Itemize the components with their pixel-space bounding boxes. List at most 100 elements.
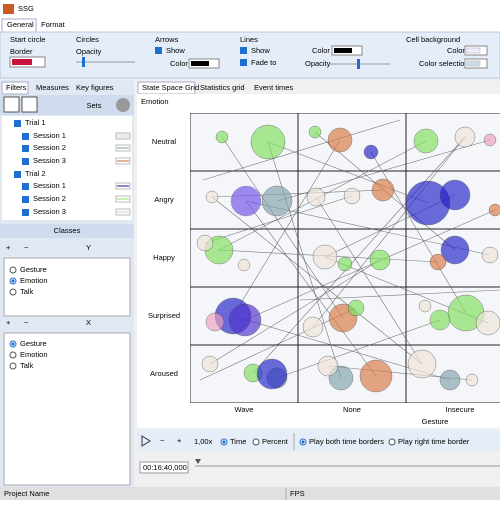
state-space-grid-part-part-part [204,195,353,244]
label[interactable]: Session 2 [33,143,66,152]
label: Start circle [10,35,45,44]
label[interactable]: Event times [254,83,293,92]
tree-item-part[interactable] [22,183,29,190]
radio-option-part[interactable] [388,438,396,446]
tree-item-part[interactable] [14,171,21,178]
label: Aroused [150,369,178,378]
panel-tab[interactable]: Filters Measures Key figures [1,81,114,95]
settings-button[interactable] [116,98,130,112]
player-toolbar: − + 1,00x Time Percent Play both time bo… [137,430,500,452]
state-space-grid-part-part-part [369,249,391,271]
remove-button[interactable]: − [24,318,29,327]
tree-item[interactable]: Trial 1 Session 1 Session 2 Session 3 Tr… [14,118,131,216]
left-panel-part [3,257,131,317]
label[interactable]: Gesture [20,265,47,274]
remove-button[interactable]: − [24,243,29,252]
radio-option[interactable]: Gesture Emotion Talk [9,339,48,370]
label: Border [10,47,33,56]
tree-item-part[interactable] [22,145,29,152]
label: Fade to [251,58,276,67]
state-space-grid-part-part-part [205,312,225,332]
label: Sets [86,101,101,110]
ribbon-part [0,31,500,79]
state-space-grid-part-part-part [429,253,447,271]
tree-item-part[interactable] [115,132,131,140]
state-space-grid-part-part-part [256,358,288,390]
radio-option-part[interactable] [252,438,260,446]
state-space-grid-part-part-part [407,349,437,379]
label[interactable]: Talk [20,361,34,370]
radio-option-part[interactable] [9,266,17,274]
slower-button[interactable]: − [160,436,165,445]
label: Color selection [419,59,469,68]
radio-option[interactable]: Gesture Emotion Talk [9,265,48,296]
radio-option-part[interactable] [9,351,17,359]
label[interactable]: Filters [6,83,27,92]
state-space-grid-part-part-part [205,190,219,204]
label[interactable]: Time [230,437,246,446]
label[interactable]: Percent [262,437,289,446]
panel-tab-part[interactable] [1,81,29,95]
label[interactable]: Session 3 [33,156,66,165]
state-space-grid-part-part-part [475,310,500,336]
ribbon-tab[interactable]: General Format [0,18,500,33]
label[interactable]: Measures [36,83,69,92]
label: 1,00x [194,437,213,446]
uncheck-all-button[interactable] [21,96,38,113]
tree-item-part[interactable] [22,196,29,203]
label[interactable]: Trial 1 [25,118,46,127]
label[interactable]: Talk [20,287,34,296]
ribbon-tab-part[interactable] [0,18,500,32]
label[interactable]: Emotion [20,350,48,359]
state-space-grid-part-part-part [465,373,479,387]
label: Emotion [141,97,169,106]
radio-option-part[interactable] [222,440,226,444]
tree-item-part[interactable] [22,158,29,165]
label[interactable]: Play both time borders [309,437,384,446]
label[interactable]: Session 1 [33,131,66,140]
tree-item-part[interactable] [22,209,29,216]
faster-button[interactable]: + [177,436,182,445]
main-tab[interactable]: State Space Grid Statistics grid Event t… [137,81,293,95]
state-space-grid-part-part-part [196,234,214,252]
label[interactable]: Session 2 [33,194,66,203]
label[interactable]: Gesture [20,339,47,348]
state-space-grid-part-part-part [245,200,377,377]
label[interactable]: General [7,20,34,29]
label[interactable]: Key figures [76,83,114,92]
state-space-grid-part-part-part [228,303,262,337]
label[interactable]: Session 1 [33,181,66,190]
label[interactable]: Trial 2 [25,169,46,178]
label: Show [166,46,185,55]
label[interactable]: Emotion [20,276,48,285]
state-space-grid-part-part-part [211,196,423,365]
tree-item-part[interactable] [14,120,21,127]
radio-option-part[interactable] [9,362,17,370]
tree-item-part[interactable] [22,133,29,140]
state-space-grid-part-part-part [488,203,500,217]
add-button[interactable]: + [6,318,11,327]
label[interactable]: Format [41,20,66,29]
radio-option-part[interactable] [9,288,17,296]
radio-option-part[interactable] [11,342,15,346]
state-space-grid-part-part-part [237,258,251,272]
title-bar-part [0,0,500,18]
state-space-grid-part-part [196,124,500,393]
label[interactable]: State Space Grid [142,83,199,92]
ribbon-part [240,47,247,54]
label: 00:16:40,000 [143,463,187,472]
state-space-grid-part-part-part [440,235,470,265]
label[interactable]: Statistics grid [200,83,245,92]
label: Gesture [422,417,449,426]
radio-option[interactable]: Time Percent Play both time borders Play… [220,437,470,446]
state-space-grid-part-part-part [454,126,476,148]
label[interactable]: Session 3 [33,207,66,216]
play-button[interactable] [141,435,151,447]
radio-option-part[interactable] [11,279,15,283]
add-button[interactable]: + [6,243,11,252]
label: Wave [235,405,254,414]
check-all-button[interactable] [3,96,20,113]
label[interactable]: Play right time border [398,437,470,446]
radio-option-part[interactable] [301,440,305,444]
